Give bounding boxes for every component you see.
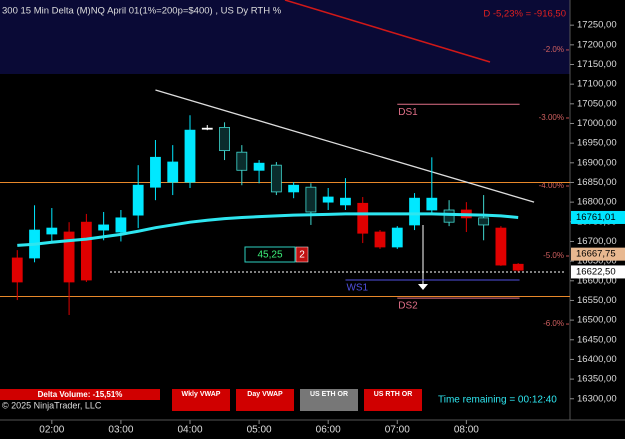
candle-body [63,231,75,283]
x-tick-label: 05:00 [247,425,272,436]
candle-body [253,162,265,171]
candle-body [115,217,127,233]
candle-body [478,217,490,226]
price-marker-label: 16761,01 [576,212,616,223]
y-tick-label: 17200,00 [577,39,617,50]
x-tick-label: 08:00 [454,425,479,436]
candle-body [288,184,300,193]
delta-value: 45,25 [257,250,282,261]
candle-body [357,202,369,234]
y-tick-label: 17150,00 [577,59,617,70]
candle-body [374,231,386,248]
x-tick-label: 07:00 [385,425,410,436]
y-tick-label: 16950,00 [577,138,617,149]
y-tick-label: 17000,00 [577,118,617,129]
candle-body [132,184,144,216]
y-tick-label: 16450,00 [577,334,617,345]
x-tick-label: 03:00 [108,425,133,436]
y-tick-label: 16600,00 [577,275,617,286]
y-tick-label: 16900,00 [577,157,617,168]
y-tick-label: 16300,00 [577,393,617,404]
toolbar-button[interactable] [236,389,294,411]
candle-body [391,227,403,248]
percent-label: -3.00% [539,113,564,122]
candle-body [11,257,23,283]
y-tick-label: 16350,00 [577,374,617,385]
pivot-label: DS1 [398,107,418,118]
toolbar-button-label[interactable]: Day VWAP [247,391,283,398]
candle-body [201,127,213,130]
toolbar-button-label[interactable]: US ETH OR [310,391,348,398]
price-marker [571,247,625,261]
price-marker-label: 16667,75 [576,249,616,260]
candle-body [340,197,351,206]
percent-label: -2.0% [543,45,564,54]
y-tick-label: 16550,00 [577,295,617,306]
y-tick-label: 16800,00 [577,197,617,208]
vwap-line [17,212,519,247]
header-band [0,0,570,74]
toolbar-button[interactable] [300,389,358,411]
candle-body [80,221,92,281]
candle-body [512,263,524,271]
x-tick-label: 06:00 [316,425,341,436]
delta-count-box [295,246,309,263]
y-tick-label: 17250,00 [577,20,617,31]
trendline [155,89,535,203]
copyright: © 2025 NinjaTrader, LLC [2,400,102,410]
candle-body [184,129,196,183]
percent-label: -4.00% [539,181,564,190]
pnl-line [284,0,491,63]
y-tick-label: 16700,00 [577,236,617,247]
y-tick-label: 16850,00 [577,177,617,188]
candle-body [426,197,438,211]
pivot-label: WS1 [346,283,368,294]
candle-body [495,227,507,266]
y-tick-label: 17100,00 [577,79,617,90]
candle-body [150,156,161,188]
pivot-label: DS2 [398,301,418,312]
time-remaining: Time remaining = 00:12:40 [438,395,557,406]
candle-body [409,197,420,226]
arrow-head [418,284,428,290]
toolbar-button[interactable] [364,389,422,411]
x-tick-label: 04:00 [177,425,202,436]
delta-count: 2 [299,250,305,261]
delta-volume: Delta Volume: -15,51% [38,390,123,399]
pnl: D -5,23% = -916,50 [483,9,566,20]
toolbar-button[interactable] [172,389,230,411]
x-tick-label: 02:00 [39,425,64,436]
price-marker [571,210,625,224]
y-tick-label: 16500,00 [577,315,617,326]
y-tick-label: 16400,00 [577,354,617,365]
chart-title: 300 15 Min Delta (M)NQ April 01(1%=200p=… [2,6,282,17]
candle-body [46,227,58,235]
price-marker-label: 16622,50 [576,266,616,277]
percent-label: -6.0% [543,319,564,328]
candle-body [443,209,455,223]
candle-body [167,161,179,183]
price-marker [571,265,625,279]
candle-body [305,186,317,213]
delta-volume-bar [0,389,160,400]
y-tick-label: 17050,00 [577,98,617,109]
candle-body [270,164,282,193]
candle-body [219,127,230,152]
candle-body [322,196,334,203]
candle-body [98,224,110,231]
y-tick-label: 16650,00 [577,256,617,267]
toolbar-button-label[interactable]: Wkly VWAP [182,391,221,398]
toolbar-button-label[interactable]: US RTH OR [374,391,413,398]
delta-box [244,246,296,263]
candle-body [236,151,248,171]
percent-label: -5.0% [543,251,564,260]
